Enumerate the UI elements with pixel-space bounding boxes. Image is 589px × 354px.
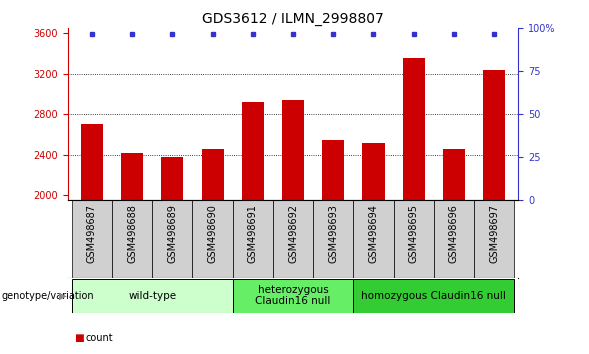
Text: GSM498696: GSM498696 (449, 204, 459, 263)
FancyBboxPatch shape (393, 200, 434, 278)
Text: GSM498688: GSM498688 (127, 204, 137, 263)
Text: ■: ■ (74, 333, 84, 343)
FancyBboxPatch shape (72, 200, 112, 278)
FancyBboxPatch shape (474, 200, 514, 278)
Bar (483, 70, 505, 200)
Text: heterozygous
Claudin16 null: heterozygous Claudin16 null (256, 285, 330, 307)
Bar (201, 149, 224, 200)
FancyBboxPatch shape (233, 200, 273, 278)
Text: GSM498693: GSM498693 (328, 204, 338, 263)
Bar (443, 149, 465, 200)
Title: GDS3612 / ILMN_2998807: GDS3612 / ILMN_2998807 (202, 12, 384, 26)
Text: genotype/variation: genotype/variation (1, 291, 94, 301)
Bar (121, 153, 143, 200)
Bar (322, 141, 345, 200)
Text: GSM498694: GSM498694 (369, 204, 379, 263)
Text: GSM498692: GSM498692 (288, 204, 298, 263)
Bar (282, 100, 304, 200)
FancyBboxPatch shape (72, 279, 233, 313)
FancyBboxPatch shape (112, 200, 152, 278)
Text: GSM498691: GSM498691 (248, 204, 258, 263)
Text: GSM498697: GSM498697 (489, 204, 499, 263)
FancyBboxPatch shape (434, 200, 474, 278)
Text: homozygous Claudin16 null: homozygous Claudin16 null (362, 291, 507, 301)
Text: count: count (85, 333, 113, 343)
Bar (241, 102, 264, 200)
Text: GSM498689: GSM498689 (167, 204, 177, 263)
Bar (362, 143, 385, 200)
Text: GSM498695: GSM498695 (409, 204, 419, 263)
Text: wild-type: wild-type (128, 291, 176, 301)
Text: GSM498687: GSM498687 (87, 204, 97, 263)
FancyBboxPatch shape (353, 279, 514, 313)
Text: GSM498690: GSM498690 (207, 204, 217, 263)
FancyBboxPatch shape (152, 200, 193, 278)
FancyBboxPatch shape (233, 279, 353, 313)
FancyBboxPatch shape (313, 200, 353, 278)
Bar (81, 124, 103, 200)
FancyBboxPatch shape (193, 200, 233, 278)
Text: ▶: ▶ (58, 291, 67, 301)
Bar (161, 156, 183, 200)
FancyBboxPatch shape (353, 200, 393, 278)
FancyBboxPatch shape (273, 200, 313, 278)
Bar (403, 58, 425, 200)
